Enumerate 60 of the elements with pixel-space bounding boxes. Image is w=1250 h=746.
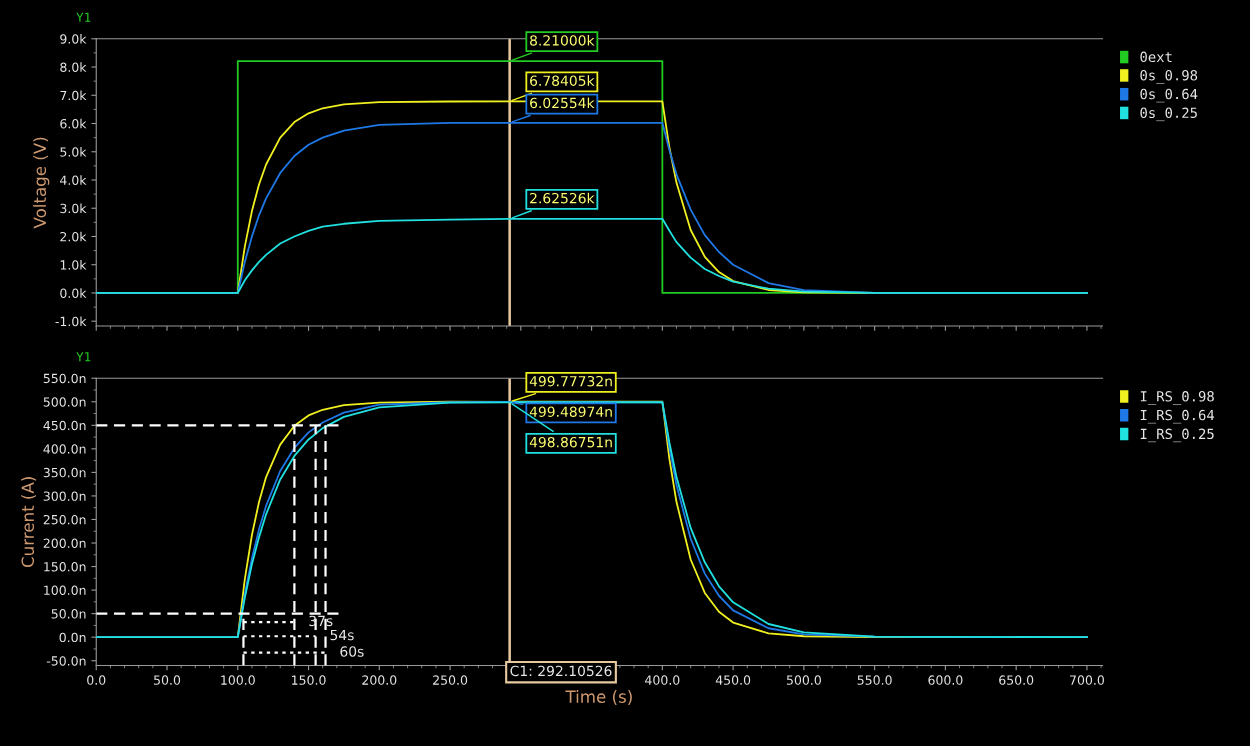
x-tick-label: 700.0: [1070, 675, 1104, 685]
y-tick-label: -50.0n: [46, 656, 86, 666]
y-tick-label: 350.0n: [43, 467, 86, 478]
data-label: 6.78405k: [530, 75, 595, 86]
x-tick-label: 450.0: [715, 675, 751, 685]
y-tick-label: 450.0n: [43, 420, 86, 431]
y-tick-label: 0.0n: [59, 632, 86, 643]
data-label: 499.48974n: [529, 406, 612, 417]
y-tick-label: 200.0n: [43, 538, 86, 548]
data-label: 2.62526k: [530, 192, 595, 204]
y-tick-label: 9.0k: [60, 34, 87, 44]
annotation: 54s: [330, 629, 354, 641]
y-tick-label: -1.0k: [55, 316, 87, 327]
y-tick-label: 0.0k: [60, 288, 87, 298]
legend-label: 0s_0.98: [1140, 69, 1198, 84]
y-tick-label: 400.0n: [43, 444, 86, 454]
x-tick-label: 600.0: [928, 675, 963, 685]
x-tick-label: 500.0: [786, 675, 821, 685]
y-tick-label: 150.0n: [44, 562, 86, 572]
text: Y1: [76, 352, 91, 362]
legend-label: 0ext: [1140, 51, 1172, 63]
x-tick-label: 100.0: [221, 675, 255, 685]
ref-line-label: C1: 292.10526: [510, 665, 612, 677]
y-tick-label: 4.0k: [60, 175, 87, 185]
legend-label: I_RS_0.98: [1140, 391, 1214, 405]
x-tick-label: 250.0: [433, 675, 468, 685]
y-tick-label: 6.0k: [60, 118, 87, 129]
data-label: 6.02554k: [530, 97, 595, 109]
y-tick-label: 1.0k: [60, 259, 87, 270]
y-tick-label: 50.0n: [51, 609, 86, 619]
legend-label: I_RS_0.64: [1140, 409, 1215, 424]
annotation: 60s: [340, 646, 364, 657]
y-tick-label: 8.0k: [60, 62, 87, 72]
y-tick-label: 550.0n: [43, 373, 86, 384]
legend-label: 0s_0.64: [1140, 88, 1198, 103]
y-tick-label: 100.0n: [44, 585, 86, 596]
text: Y1: [76, 12, 91, 22]
y-tick-label: 500.0n: [43, 397, 86, 407]
y-tick-label: 300.0n: [43, 491, 86, 501]
x-tick-label: 400.0: [645, 675, 680, 685]
x-axis-title: Time (s): [565, 690, 632, 705]
y-axis-title: Current (A): [21, 477, 36, 568]
y-tick-label: 250.0n: [43, 514, 86, 525]
y-axis-title: Voltage (V): [33, 137, 50, 229]
data-label: 499.77732n: [529, 375, 612, 387]
x-tick-label: 550.0: [857, 675, 892, 685]
y-tick-label: 3.0k: [60, 203, 87, 214]
x-tick-label: 0.0: [87, 675, 106, 685]
data-label: 8.21000k: [530, 34, 595, 46]
x-tick-label: 150.0: [292, 675, 326, 685]
legend-label: 0s_0.25: [1140, 107, 1197, 122]
x-tick-label: 200.0: [362, 675, 397, 685]
x-tick-label: 650.0: [999, 675, 1034, 685]
y-tick-label: 5.0k: [60, 147, 87, 157]
data-label: 498.86751n: [529, 436, 612, 448]
legend-label: I_RS_0.25: [1140, 428, 1214, 443]
annotation: 37s: [309, 615, 333, 627]
x-tick-label: 50.0: [154, 675, 181, 685]
y-tick-label: 7.0k: [60, 90, 87, 101]
y-tick-label: 2.0k: [60, 231, 87, 242]
